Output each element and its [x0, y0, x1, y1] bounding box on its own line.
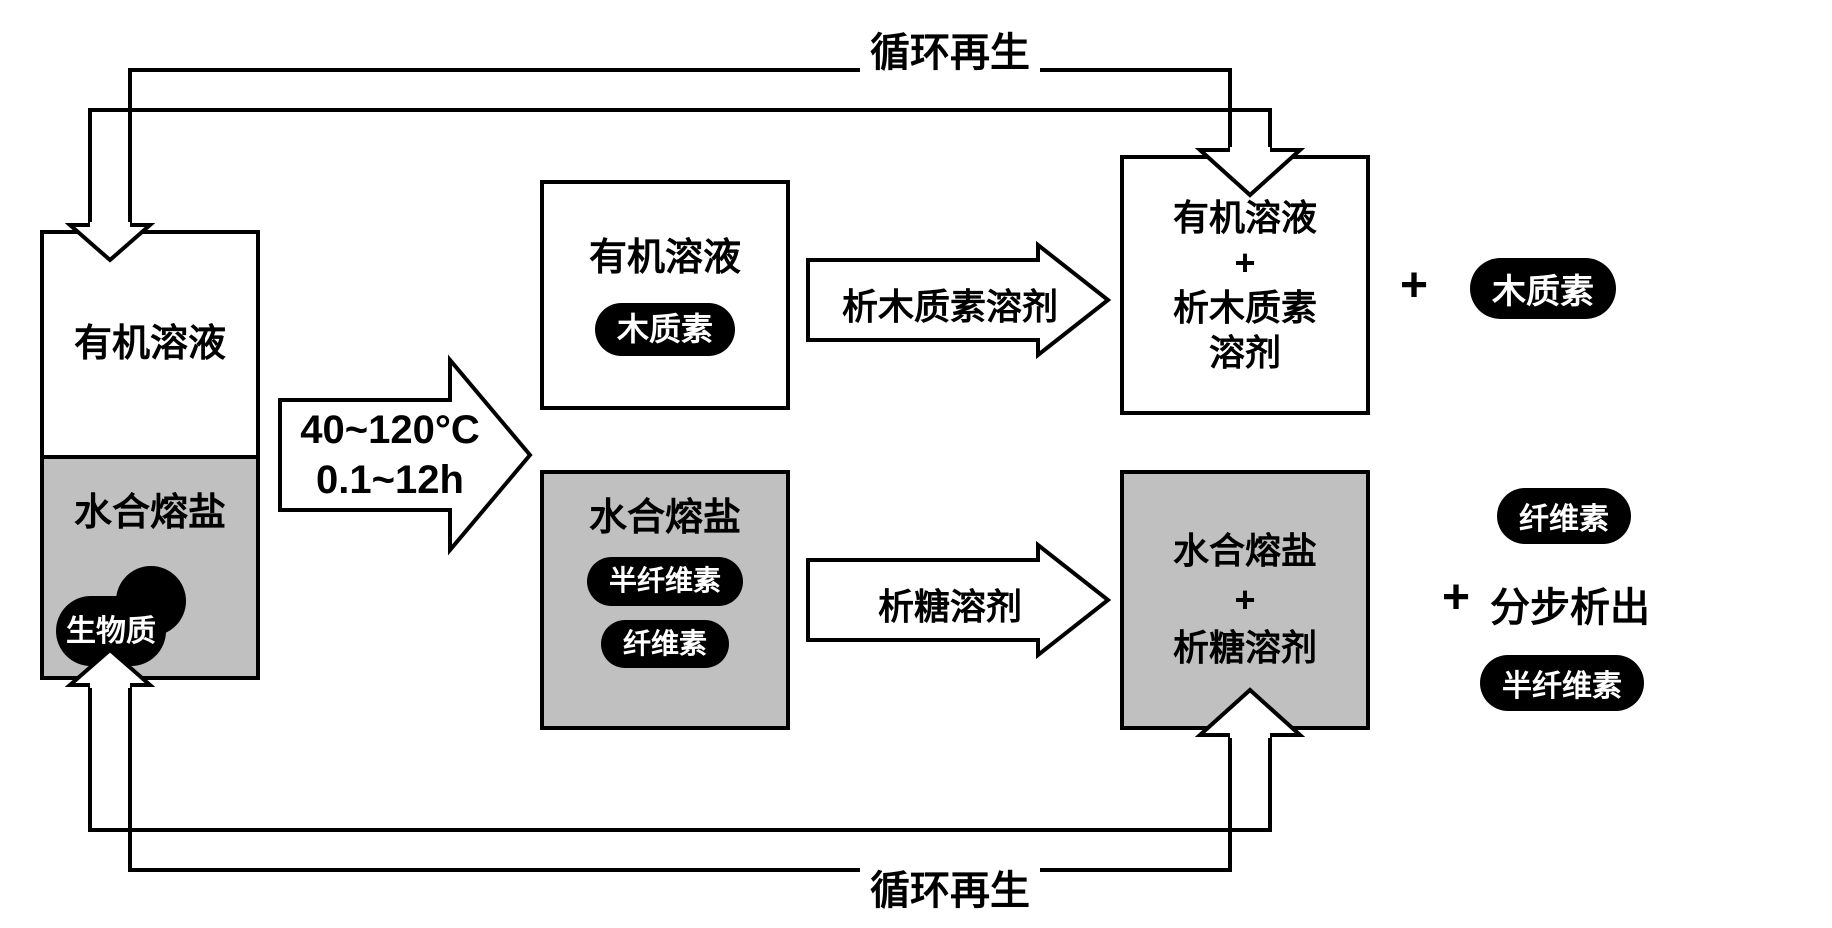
arrow-process-line2: 0.1~12h: [290, 455, 490, 505]
label-right-middle: 分步析出: [1490, 575, 1650, 633]
node-left-lower-text: 水合熔盐: [74, 489, 226, 538]
recycle-bottom-label: 循环再生: [860, 858, 1040, 916]
pill-hemicellulose-right: 半纤维素: [1480, 655, 1644, 711]
biomass-icon: 生物质: [56, 576, 186, 666]
pill-cellulose-right: 纤维素: [1497, 488, 1631, 544]
node-left-lower: 水合熔盐 生物质: [40, 455, 260, 680]
node-left-upper: 有机溶液: [40, 230, 260, 455]
recycle-top-path: [40, 30, 1380, 240]
plus-bottom: +: [1442, 570, 1470, 625]
node-left-upper-text: 有机溶液: [74, 320, 226, 369]
node-right-lower-plus: +: [1234, 576, 1255, 625]
pill-hemicellulose: 半纤维素: [587, 557, 743, 605]
arrow-lignin-label: 析木质素溶剂: [820, 278, 1080, 330]
node-right-upper-l2: 析木质素: [1173, 285, 1317, 330]
pill-biomass: 生物质: [66, 612, 156, 651]
pill-lignin-right: 木质素: [1470, 258, 1616, 319]
node-right-upper-l3: 溶剂: [1209, 330, 1281, 375]
plus-top: +: [1400, 258, 1428, 313]
node-right-lower-l2: 析糖溶剂: [1173, 624, 1317, 673]
node-mid-upper-text: 有机溶液: [589, 234, 741, 283]
pill-cellulose: 纤维素: [601, 620, 729, 668]
node-mid-lower-text: 水合熔盐: [589, 494, 741, 543]
node-right-lower-l1: 水合熔盐: [1173, 527, 1317, 576]
recycle-bottom-path: [40, 680, 1380, 910]
arrow-process-line1: 40~120°C: [290, 405, 490, 455]
recycle-top-label: 循环再生: [860, 20, 1040, 78]
arrow-process-label: 40~120°C 0.1~12h: [290, 405, 490, 505]
pill-lignin-mid: 木质素: [595, 303, 735, 357]
arrow-sugar-label: 析糖溶剂: [820, 578, 1080, 630]
node-right-upper-plus: +: [1234, 240, 1255, 285]
